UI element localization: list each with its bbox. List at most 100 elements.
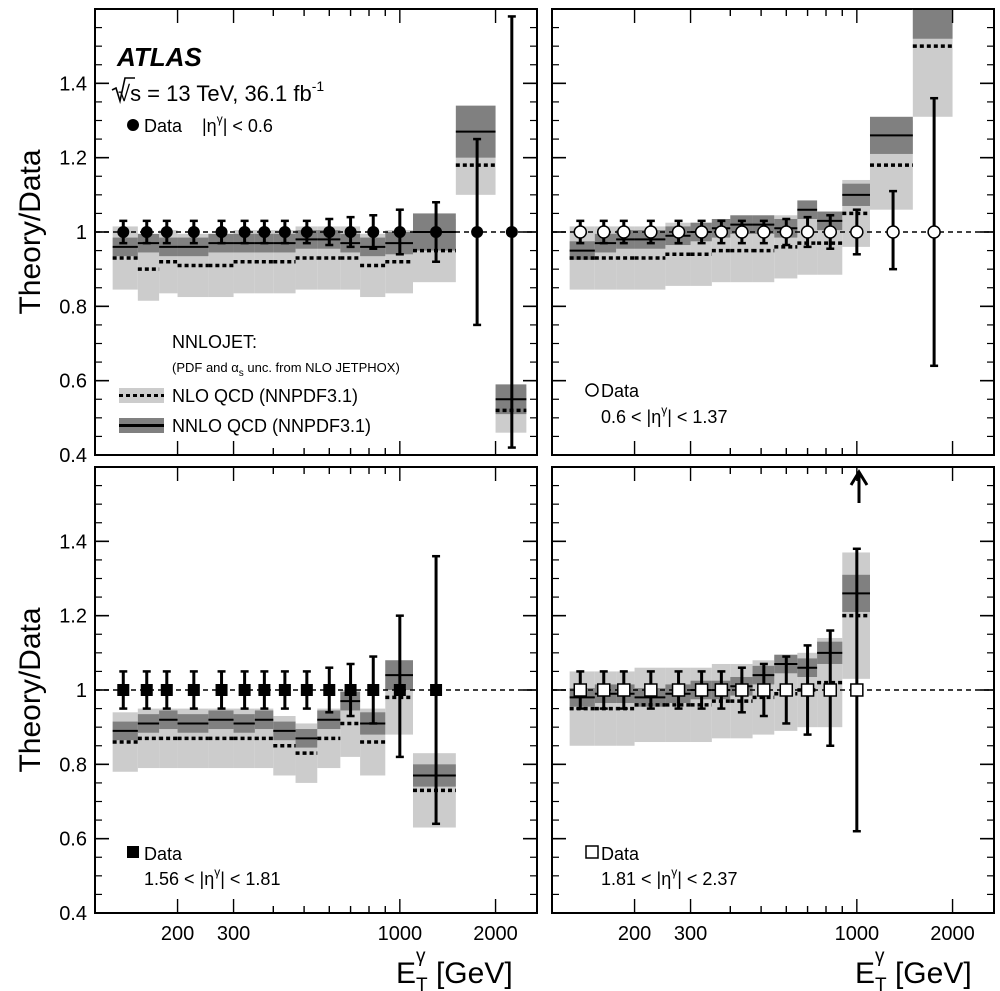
x-title-unit: [GeV] [428, 957, 513, 990]
data-point [160, 226, 173, 238]
x-title-symbol: E [396, 957, 416, 990]
data-point [779, 683, 794, 697]
data-point [215, 684, 228, 696]
data-point [160, 684, 173, 696]
x-tick-label: 200 [618, 923, 651, 945]
data-point [187, 684, 200, 696]
sqrt-sign [111, 77, 135, 105]
experiment-label: ATLAS [116, 42, 202, 72]
svg-text:ET [GeV]: ET [GeV] [396, 957, 513, 991]
data-point [596, 225, 611, 239]
x-axis-title-left: ET [GeV] γ [396, 946, 513, 991]
data-label: Data [144, 844, 183, 864]
y-tick-label: 0.4 [59, 445, 87, 467]
eta-label: 1.81 < |η [601, 869, 671, 889]
y-tick-label: 1.2 [59, 148, 87, 170]
legend-nnlo-label: NNLO QCD (NNPDF3.1) [172, 416, 371, 436]
legend-uncertainty-note: (PDF and αs unc. from NLO JETPHOX) [172, 360, 400, 379]
nnlo-band [912, 9, 953, 39]
data-label: Data [601, 844, 640, 864]
x-title-sup: γ [875, 946, 885, 967]
data-point [800, 225, 815, 239]
data-point [393, 226, 406, 238]
svg-text:0.6 < |ηγ| < 1.37: 0.6 < |ηγ| < 1.37 [601, 403, 727, 427]
x-axis-title-right: ET [GeV] γ [855, 946, 972, 991]
eta-label: 1.56 < |η [144, 869, 214, 889]
data-point [694, 683, 709, 697]
data-point [800, 683, 815, 697]
panel-legend-bottom-left: Data 1.56 < |ηγ| < 1.81 [127, 844, 280, 889]
data-point [344, 226, 357, 238]
panel-legend-top-right: Data 0.6 < |ηγ| < 1.37 [585, 381, 727, 427]
data-point [300, 684, 313, 696]
svg-text:√s = 13 TeV, 36.1 fb-1: √s = 13 TeV, 36.1 fb-1 [118, 78, 324, 106]
data-label: Data [601, 381, 640, 401]
data-point [258, 684, 271, 696]
y-tick-label: 0.8 [59, 754, 87, 776]
svg-text:1.81 < |ηγ| < 2.37: 1.81 < |ηγ| < 2.37 [601, 865, 737, 889]
data-point [714, 683, 729, 697]
data-point [367, 226, 380, 238]
y-tick-label: 1.4 [59, 73, 87, 95]
data-point [617, 225, 631, 239]
marker-filled-circle [127, 119, 139, 131]
x-tick-label: 300 [217, 923, 250, 945]
data-point [694, 225, 709, 239]
data-point [430, 226, 443, 238]
x-tick-label: 200 [161, 923, 194, 945]
unc-prefix: (PDF and α [172, 360, 239, 375]
data-point [300, 226, 313, 238]
data-point [258, 226, 271, 238]
data-point [215, 226, 228, 238]
data-point [850, 225, 864, 239]
x-tick-label: 2000 [473, 923, 518, 945]
eta-tail: | < 0.6 [223, 116, 273, 136]
data-point [393, 684, 406, 696]
data-point [823, 225, 838, 239]
marker-filled-square [127, 846, 139, 858]
x-title-symbol: E [855, 957, 875, 990]
data-point [117, 684, 130, 696]
x-tick-label: 300 [674, 923, 707, 945]
y-tick-label: 1 [76, 680, 87, 702]
panel-legend-bottom-right: Data 1.81 < |ηγ| < 2.37 [585, 844, 737, 889]
marker-open-circle [585, 383, 599, 397]
panel-legend-top-left: Data |ηγ| < 0.6 [127, 112, 273, 136]
data-point [238, 226, 251, 238]
y-tick-label: 0.6 [59, 829, 87, 851]
unc-sub: s [239, 368, 244, 379]
x-tick-label: 1000 [835, 923, 880, 945]
data-point [117, 226, 130, 238]
eta-label: |η [202, 116, 217, 136]
eta-tail: | < 1.81 [220, 869, 280, 889]
data-point [779, 225, 794, 239]
data-point [323, 226, 336, 238]
energy-text: √s = 13 TeV, 36.1 fb [118, 81, 312, 106]
arrow-up-icon [849, 469, 869, 503]
svg-text:ET [GeV]: ET [GeV] [855, 957, 972, 991]
data-point [278, 684, 291, 696]
x-tick-label: 1000 [378, 923, 423, 945]
data-point [644, 683, 658, 697]
data-point [573, 683, 588, 697]
data-point [735, 683, 749, 697]
energy-lumi-label: √s = 13 TeV, 36.1 fb-1 [111, 77, 324, 106]
data-point [344, 684, 357, 696]
eta-sup: γ [671, 865, 677, 879]
data-point [323, 684, 336, 696]
y-tick-label: 0.8 [59, 296, 87, 318]
data-point [714, 225, 729, 239]
y-tick-label: 0.6 [59, 371, 87, 393]
y-axis-title-bottom: Theory/Data [14, 607, 47, 772]
unc-suffix: unc. from NLO JETPHOX) [244, 360, 400, 375]
eta-label: 0.6 < |η [601, 407, 661, 427]
data-point [367, 684, 380, 696]
panel-top-right [552, 8, 994, 456]
y-tick-label: 1.2 [59, 606, 87, 628]
data-point [238, 684, 251, 696]
data-point [927, 225, 941, 239]
data-point [430, 684, 443, 696]
panel-top-left: 0.4 0.6 0.8 1 1.2 1.4 [59, 8, 537, 467]
x-title-sub: T [416, 975, 428, 991]
